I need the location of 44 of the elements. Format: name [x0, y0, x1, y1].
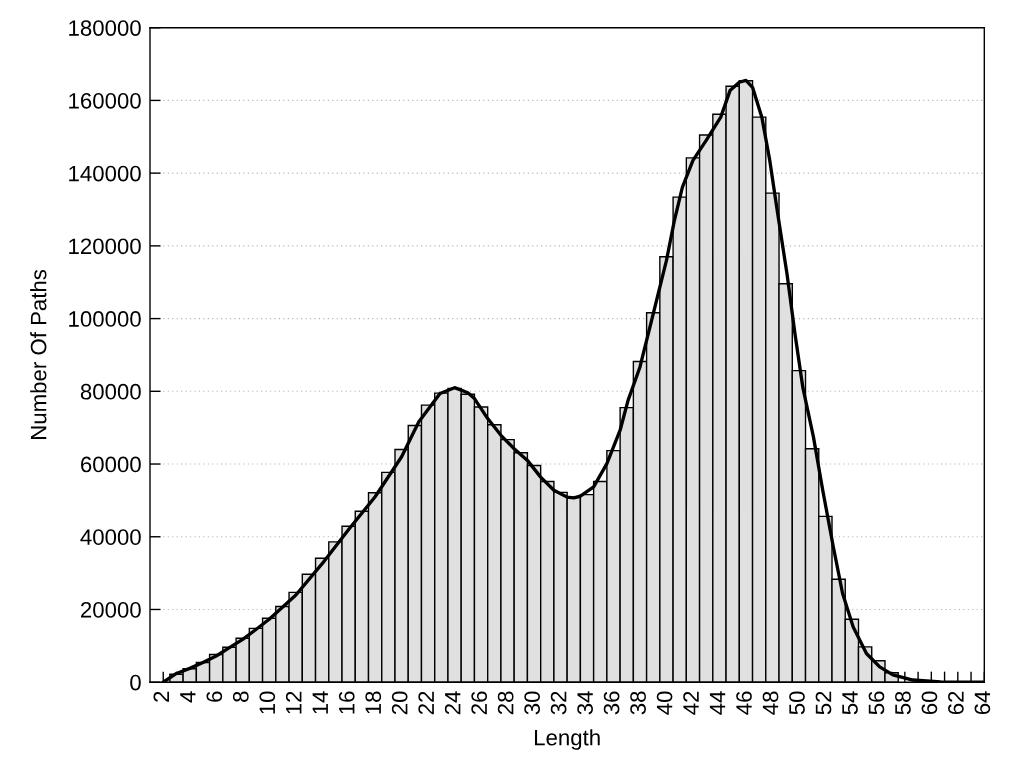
x-tick-label: 46	[736, 691, 752, 715]
x-tick-label: 40	[656, 691, 673, 715]
x-tick-label: 30	[524, 691, 541, 715]
y-tick-label: 160000	[69, 92, 141, 109]
x-tick-label: 48	[762, 691, 779, 715]
x-tick-label: 8	[232, 691, 249, 702]
x-tick-label: 2	[153, 691, 169, 702]
y-tick-label: 20000	[81, 602, 141, 618]
x-tick-label: 38	[630, 691, 646, 715]
x-tick-label: 28	[497, 691, 514, 715]
y-tick-label: 40000	[80, 529, 141, 546]
x-tick-label: 6	[206, 691, 223, 702]
y-tick-label: 120000	[69, 238, 141, 255]
x-axis-title: Length	[534, 729, 600, 750]
y-tick-label: 100000	[69, 311, 141, 327]
y-tick-label: 180000	[69, 20, 141, 36]
x-tick-label: 16	[338, 691, 355, 714]
x-tick-label: 36	[603, 691, 620, 715]
x-tick-label: 24	[444, 691, 461, 715]
x-tick-label: 14	[312, 691, 328, 714]
x-tick-label: 60	[921, 691, 938, 715]
x-tick-label: 42	[683, 691, 699, 715]
x-tick-label: 44	[709, 691, 726, 715]
y-tick-label: 140000	[69, 165, 141, 182]
x-tick-label: 20	[391, 691, 408, 715]
x-tick-label: 32	[550, 691, 567, 715]
y-tick-label: 0	[130, 674, 141, 691]
y-tick-label: 60000	[81, 456, 141, 473]
x-tick-label: 52	[815, 691, 832, 715]
x-tick-label: 62	[948, 691, 964, 715]
x-tick-label: 22	[418, 691, 434, 715]
x-tick-label: 50	[789, 691, 805, 715]
x-tick-label: 56	[868, 691, 885, 715]
x-tick-label: 18	[365, 691, 382, 714]
x-tick-label: 26	[471, 691, 488, 715]
x-tick-label: 12	[285, 691, 302, 714]
y-axis-title: Number Of Paths	[30, 269, 47, 439]
x-tick-label: 34	[577, 691, 593, 715]
x-tick-label: 10	[259, 691, 276, 714]
x-tick-label: 4	[180, 691, 196, 703]
x-tick-label: 64	[974, 691, 991, 715]
y-tick-label: 80000	[80, 383, 141, 400]
x-tick-label: 54	[842, 691, 858, 715]
x-tick-label: 58	[895, 691, 911, 715]
